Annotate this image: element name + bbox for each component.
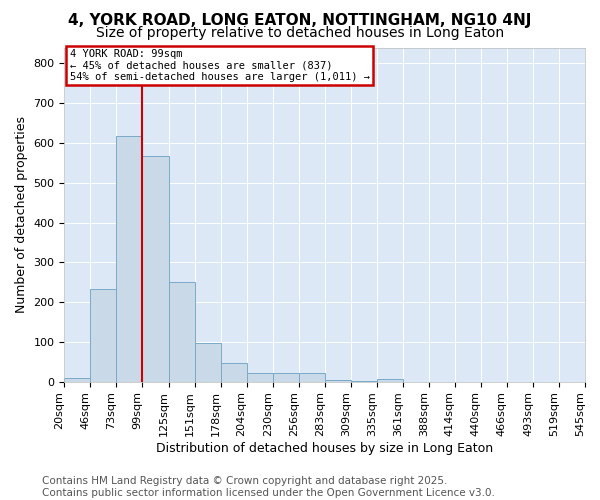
Bar [221,363,247,382]
Bar [194,342,221,382]
Text: 4, YORK ROAD, LONG EATON, NOTTINGHAM, NG10 4NJ: 4, YORK ROAD, LONG EATON, NOTTINGHAM, NG… [68,12,532,28]
Text: Contains HM Land Registry data © Crown copyright and database right 2025.
Contai: Contains HM Land Registry data © Crown c… [42,476,495,498]
X-axis label: Distribution of detached houses by size in Long Eaton: Distribution of detached houses by size … [156,442,493,455]
Bar [64,378,91,382]
Y-axis label: Number of detached properties: Number of detached properties [15,116,28,313]
Bar [272,373,299,382]
Bar [325,380,351,382]
Bar [116,136,142,382]
Bar [247,373,272,382]
Bar [377,379,403,382]
Bar [351,380,377,382]
Text: 4 YORK ROAD: 99sqm
← 45% of detached houses are smaller (837)
54% of semi-detach: 4 YORK ROAD: 99sqm ← 45% of detached hou… [70,49,370,82]
Bar [299,373,325,382]
Bar [169,282,194,382]
Bar [142,156,169,382]
Text: Size of property relative to detached houses in Long Eaton: Size of property relative to detached ho… [96,26,504,40]
Bar [91,290,116,382]
